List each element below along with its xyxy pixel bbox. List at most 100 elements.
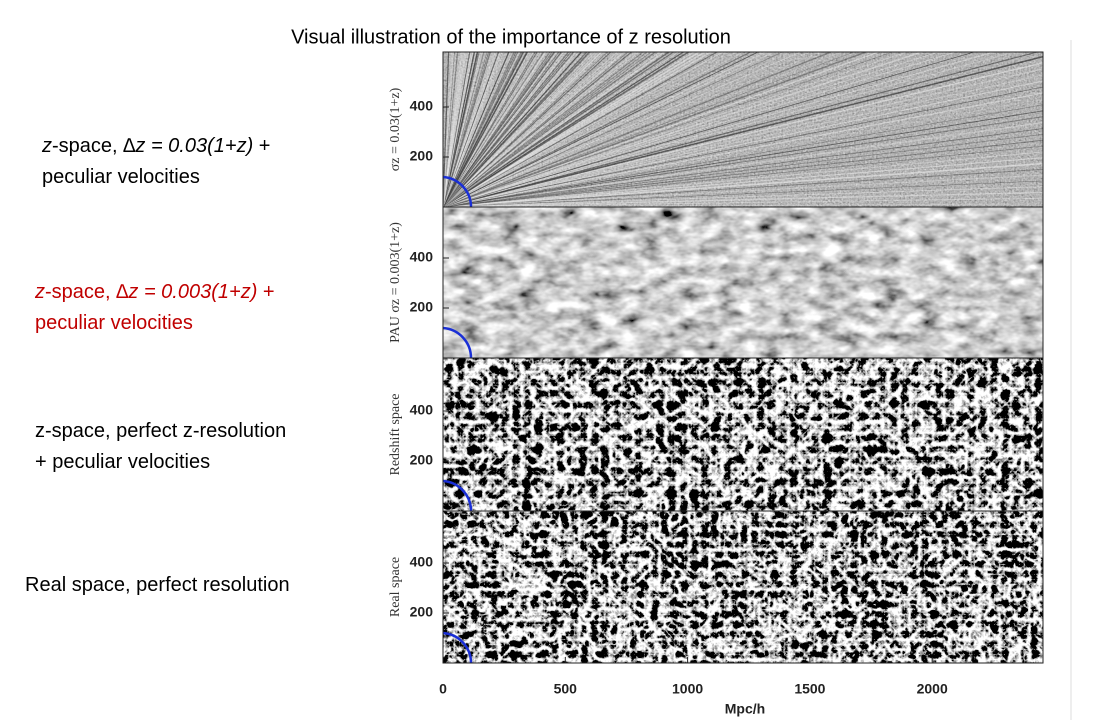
label-run: + peculiar velocities [35, 451, 211, 473]
streak [443, 52, 486, 207]
streak [443, 52, 523, 207]
streak [443, 52, 508, 207]
streak [443, 52, 521, 207]
streak [443, 52, 545, 207]
streak [443, 74, 1043, 207]
streak [443, 52, 455, 207]
x-tick-label: 500 [554, 681, 578, 697]
streak [443, 52, 462, 207]
streak [443, 52, 855, 207]
side-label-line: z-space, perfect z-resolution [35, 416, 286, 447]
streak [443, 52, 644, 207]
side-label-line: Real space, perfect resolution [25, 570, 290, 601]
panel-label: Redshift space [388, 393, 403, 475]
streak [443, 139, 1043, 207]
streak [443, 52, 493, 207]
side-label-line: + peculiar velocities [35, 447, 286, 478]
streak [443, 62, 1043, 207]
streak [443, 52, 496, 207]
streak [443, 168, 1043, 207]
side-label: z-space, ∆z = 0.03(1+z) + peculiar veloci… [42, 131, 270, 193]
streak [443, 52, 737, 207]
streak [443, 110, 1043, 207]
side-label-line: z-space, ∆z = 0.003(1+z) + [35, 277, 275, 308]
streak [443, 52, 768, 207]
streak [443, 52, 491, 207]
side-label: z-space, perfect z-resolution + peculiar … [35, 416, 286, 478]
streak [443, 52, 540, 207]
streak [443, 52, 553, 207]
y-tick-label: 200 [410, 299, 434, 315]
side-label-line: peculiar velocities [42, 162, 270, 193]
streak [443, 52, 596, 207]
streak [443, 52, 548, 207]
streak [443, 52, 833, 207]
label-run: -space, [45, 281, 117, 303]
streak [443, 52, 472, 207]
side-label-line: peculiar velocities [35, 308, 275, 339]
streak [443, 52, 454, 207]
y-tick-label: 400 [410, 402, 434, 418]
panel-image [443, 207, 1043, 358]
streak [443, 52, 925, 207]
streak [443, 52, 460, 207]
streak [443, 52, 707, 207]
streak [443, 52, 480, 207]
streak [443, 52, 479, 207]
streak [443, 52, 679, 207]
streak [443, 52, 725, 207]
streak [443, 52, 551, 207]
streak [443, 52, 558, 207]
streak [443, 52, 752, 207]
streak [443, 52, 547, 207]
streak [443, 52, 515, 207]
streak [443, 104, 1043, 207]
y-tick-label: 200 [410, 452, 434, 468]
streak [443, 52, 567, 207]
streak [443, 52, 996, 207]
streak [443, 52, 600, 207]
streak [443, 52, 608, 207]
streak [443, 52, 501, 207]
streak [443, 52, 718, 207]
streak [443, 145, 1043, 207]
streak [443, 52, 615, 207]
streak [443, 52, 640, 207]
streak [443, 52, 525, 207]
streak [443, 52, 489, 207]
streak [443, 52, 511, 207]
x-axis-label: Mpc/h [725, 701, 765, 717]
streak [443, 52, 570, 207]
streak [443, 52, 657, 207]
streak [443, 52, 457, 207]
streak [443, 52, 881, 207]
streak [443, 52, 542, 207]
label-run: peculiar velocities [35, 312, 193, 334]
origin-arc [442, 631, 473, 664]
streak [443, 52, 585, 207]
label-run: z [35, 281, 45, 303]
streak [443, 133, 1043, 207]
streak [443, 52, 648, 207]
streak [443, 52, 572, 207]
streak [443, 52, 612, 207]
streak [443, 52, 530, 207]
streak [443, 180, 1043, 207]
streak [443, 52, 538, 207]
streak [443, 52, 495, 207]
streak [443, 52, 488, 207]
streak [443, 203, 1043, 207]
streak [443, 157, 1043, 207]
streak [443, 52, 578, 207]
streak [443, 52, 606, 207]
streak [443, 52, 661, 207]
streak [443, 52, 690, 207]
streak [443, 191, 1043, 207]
streak [443, 52, 695, 207]
streak [443, 52, 588, 207]
panel-image [443, 511, 1043, 663]
streak [443, 68, 1043, 207]
streak [443, 52, 633, 207]
